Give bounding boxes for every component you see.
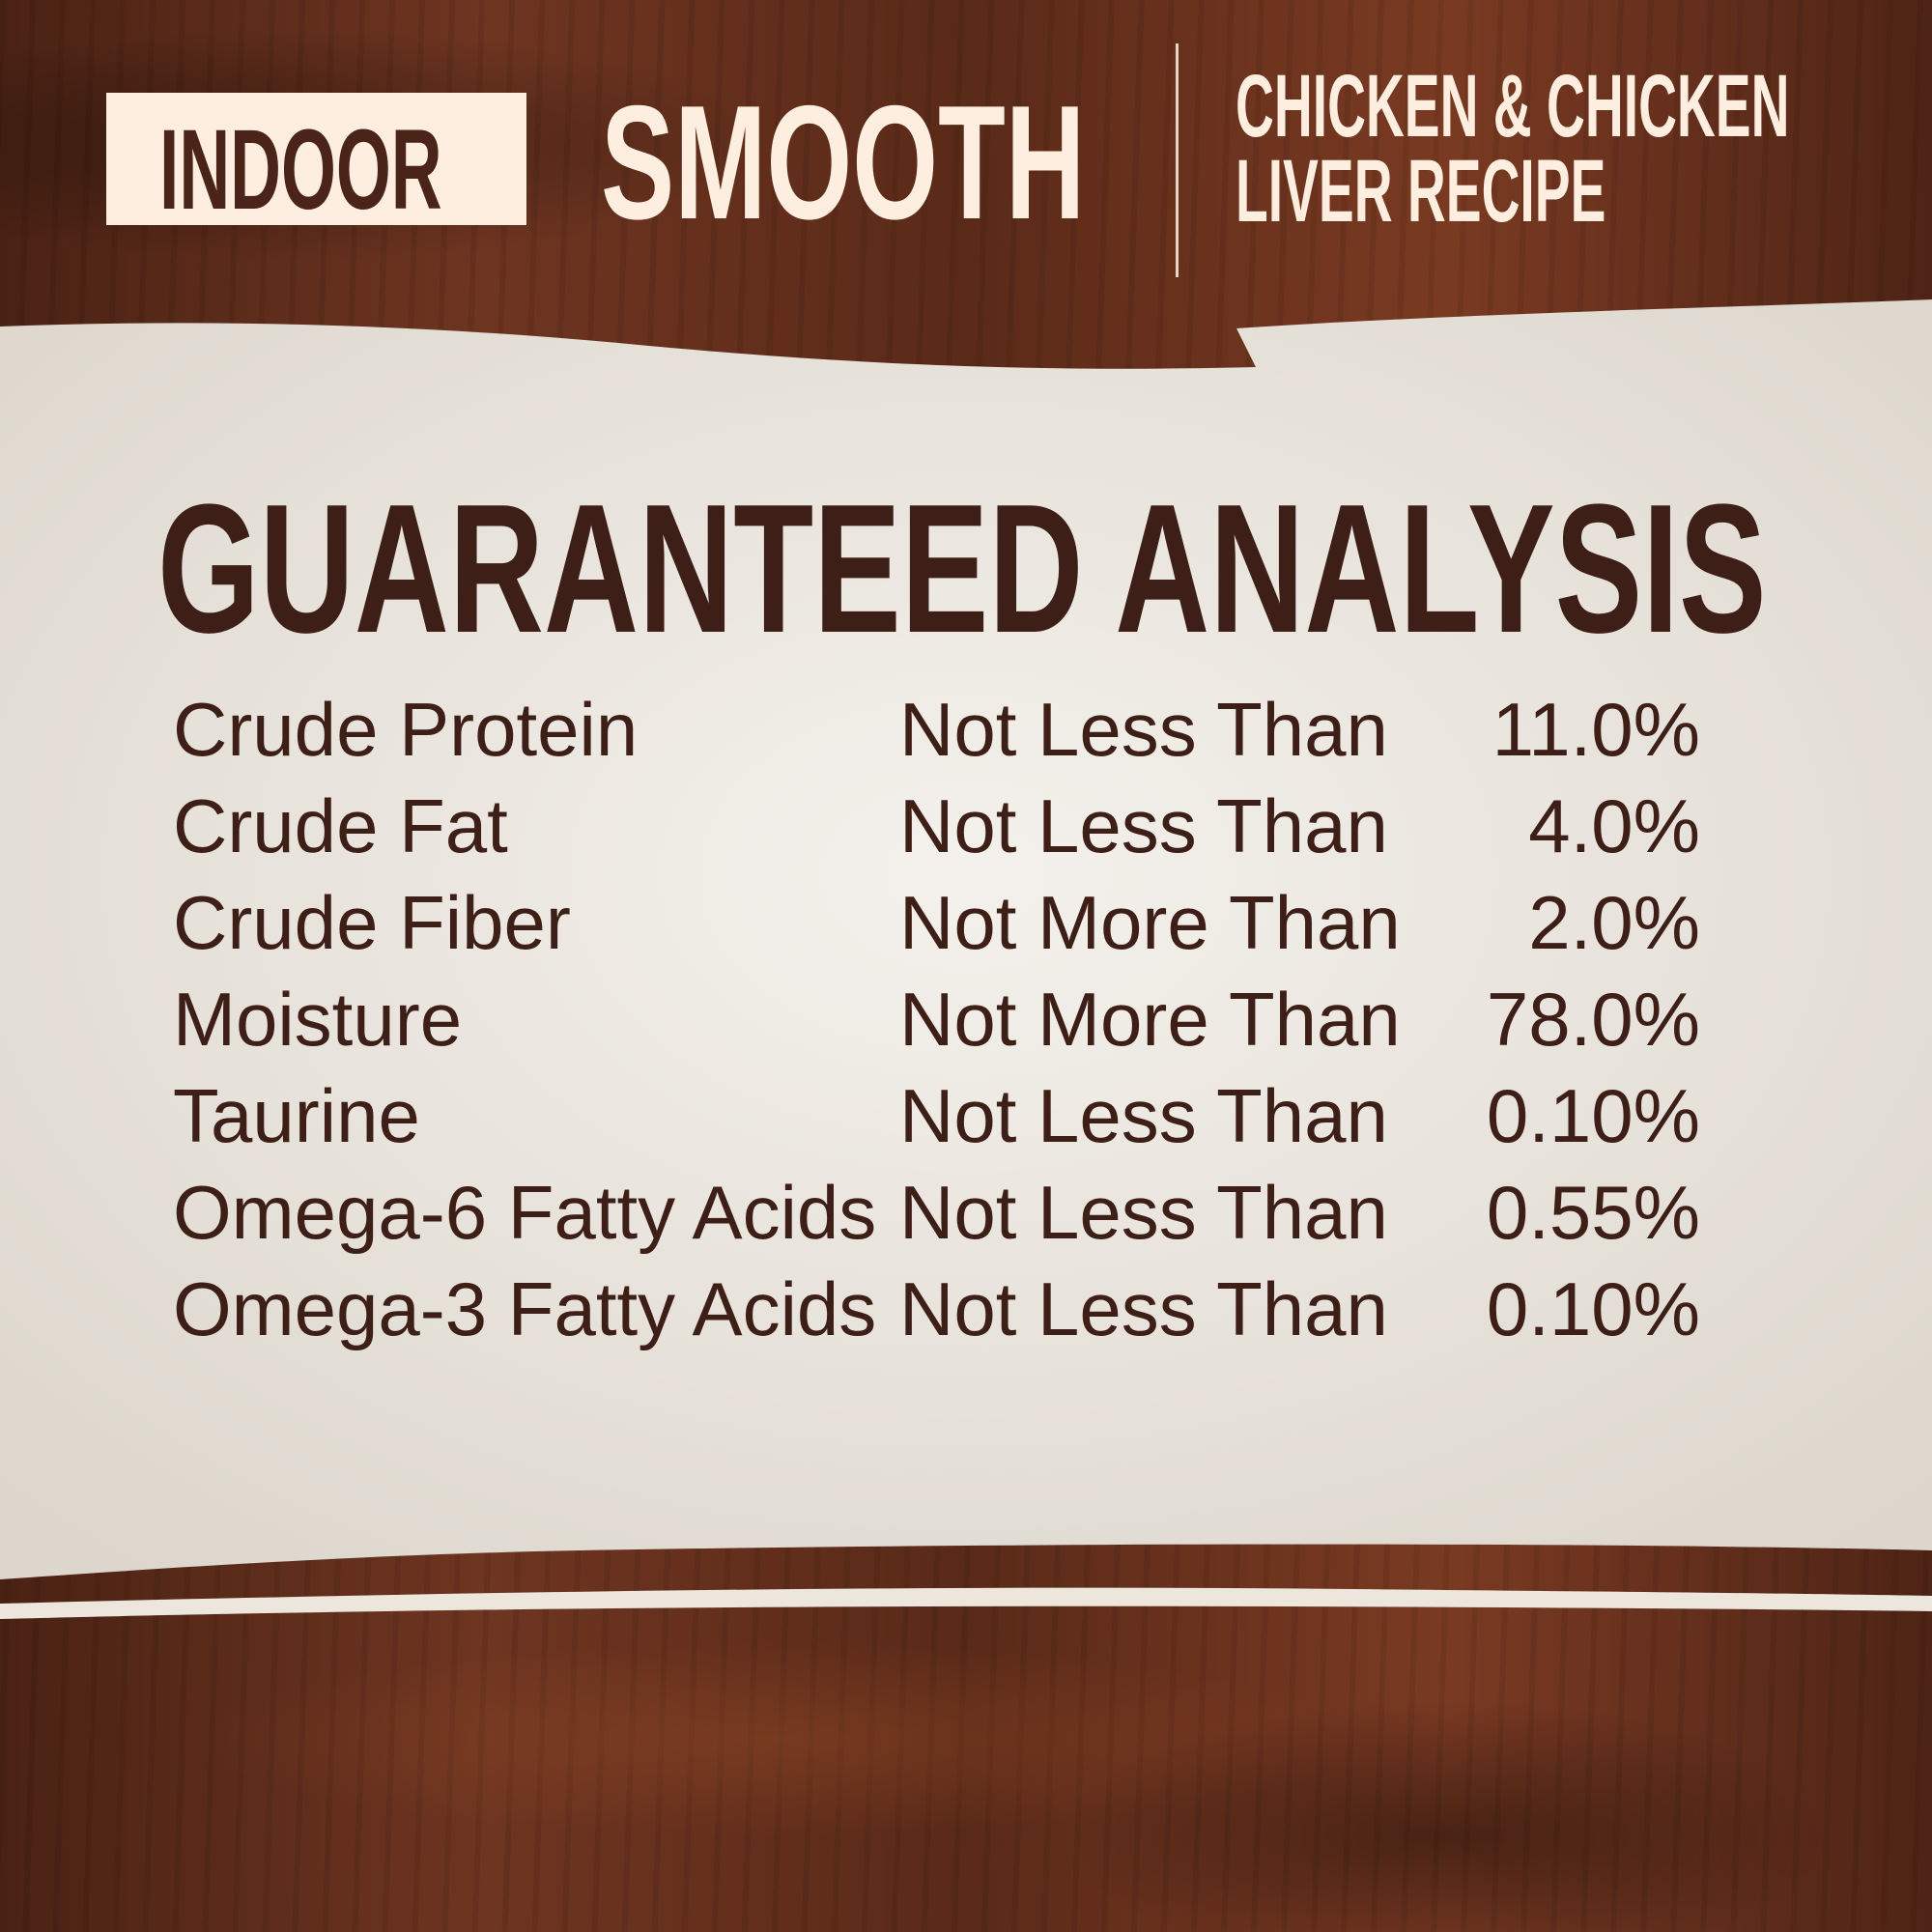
table-row: Crude Fat Not Less Than 4.0% xyxy=(0,782,1932,879)
row-qualifier: Not Less Than xyxy=(899,1073,1388,1158)
row-nutrient: Crude Protein xyxy=(173,687,639,772)
row-nutrient: Crude Fiber xyxy=(173,880,571,965)
row-qualifier: Not Less Than xyxy=(899,1170,1388,1255)
recipe-name: CHICKEN & CHICKEN LIVER RECIPE xyxy=(1236,57,1790,241)
recipe-line-1: CHICKEN & CHICKEN xyxy=(1236,57,1790,156)
panel-title: GUARANTEED ANALYSIS xyxy=(157,467,1767,671)
table-row: Taurine Not Less Than 0.10% xyxy=(0,1072,1932,1169)
table-row: Moisture Not More Than 78.0% xyxy=(0,976,1932,1072)
row-nutrient: Taurine xyxy=(173,1073,420,1158)
row-nutrient: Crude Fat xyxy=(173,783,508,868)
row-value: 0.10% xyxy=(1486,1266,1700,1351)
indoor-badge-text: INDOOR xyxy=(159,106,442,234)
table-row: Crude Fiber Not More Than 2.0% xyxy=(0,879,1932,976)
row-value: 0.10% xyxy=(1486,1073,1700,1158)
row-value: 4.0% xyxy=(1528,783,1700,868)
row-nutrient: Moisture xyxy=(173,977,463,1062)
row-value: 0.55% xyxy=(1486,1170,1700,1255)
recipe-line-2: LIVER RECIPE xyxy=(1236,142,1606,241)
header-divider xyxy=(1176,43,1179,277)
row-qualifier: Not Less Than xyxy=(899,1266,1388,1351)
row-value: 2.0% xyxy=(1528,880,1700,965)
texture-title: SMOOTH xyxy=(601,71,1086,253)
table-row: Omega-3 Fatty Acids Not Less Than 0.10% xyxy=(0,1265,1932,1362)
row-value: 11.0% xyxy=(1492,687,1700,772)
indoor-badge xyxy=(106,93,526,225)
row-qualifier: Not Less Than xyxy=(899,783,1388,868)
row-qualifier: Not More Than xyxy=(899,977,1401,1062)
row-qualifier: Not Less Than xyxy=(899,687,1388,772)
table-row: Crude Protein Not Less Than 11.0% xyxy=(0,686,1932,782)
row-nutrient: Omega-6 Fatty Acids xyxy=(173,1170,877,1255)
row-nutrient: Omega-3 Fatty Acids xyxy=(173,1266,877,1351)
row-qualifier: Not More Than xyxy=(899,880,1401,965)
table-row: Omega-6 Fatty Acids Not Less Than 0.55% xyxy=(0,1169,1932,1265)
row-value: 78.0% xyxy=(1486,977,1700,1062)
